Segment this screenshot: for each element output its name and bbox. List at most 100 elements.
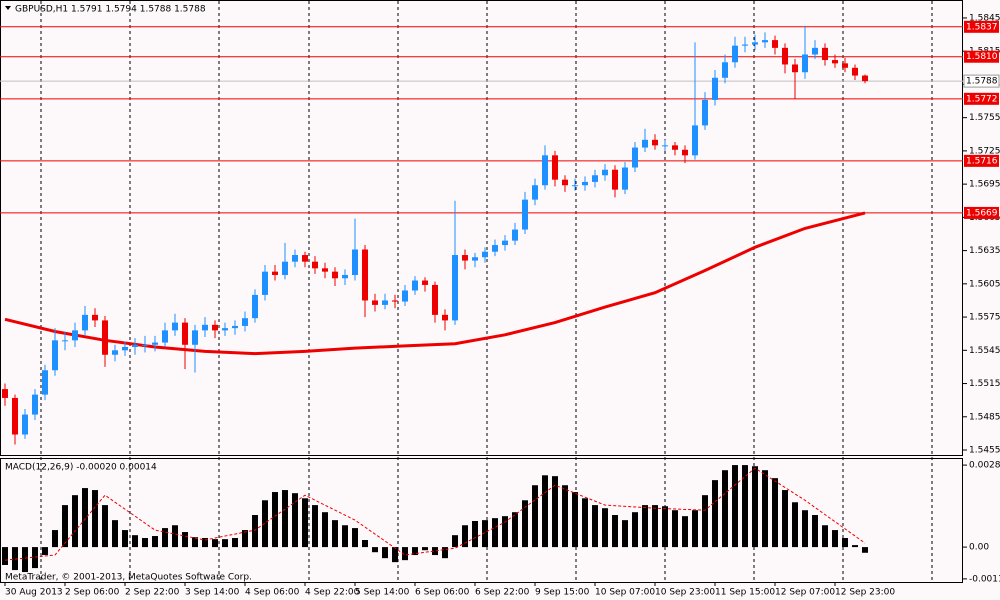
candle-body	[172, 322, 178, 331]
y-tick-label: 1.5455	[969, 446, 1000, 456]
candle-body	[552, 155, 558, 180]
candle-body	[42, 370, 48, 395]
y-tick-label: 1.5485	[969, 412, 1000, 422]
candle-body	[352, 249, 358, 275]
macd-bar	[562, 485, 568, 548]
macd-bar	[22, 547, 28, 573]
macd-bar	[622, 520, 628, 548]
candle-body	[62, 340, 68, 342]
candle-body	[2, 389, 8, 398]
candle-body	[592, 175, 598, 182]
candle-body	[282, 261, 288, 275]
candle-body	[622, 167, 628, 190]
y-tick-label: 1.5605	[969, 279, 1000, 289]
x-tick-label: 4 Sep 22:00	[305, 588, 360, 598]
macd-bar	[122, 530, 128, 548]
macd-bar	[542, 475, 548, 548]
candle-body	[82, 314, 88, 331]
level-label-box	[964, 50, 999, 63]
macd-bar	[352, 528, 358, 548]
candle-body	[742, 44, 748, 46]
level-label-box	[964, 154, 999, 167]
macd-bar	[472, 520, 478, 548]
macd-bar	[72, 495, 78, 548]
candle-body	[312, 261, 318, 269]
macd-panel-frame	[0, 458, 963, 583]
bid-label: 1.5788	[966, 77, 998, 87]
macd-bar	[172, 525, 178, 548]
macd-bar	[852, 545, 858, 548]
candle-body	[132, 344, 138, 347]
y-tick-label: 1.5575	[969, 313, 1000, 323]
candle-body	[562, 179, 568, 186]
macd-bar	[342, 525, 348, 548]
candle-body	[12, 397, 18, 435]
macd-bar	[512, 512, 518, 548]
macd-bar	[372, 547, 378, 553]
candle-body	[192, 330, 198, 345]
y-tick-label: 1.5545	[969, 346, 1000, 356]
macd-bar	[762, 470, 768, 548]
candle-body	[162, 330, 168, 343]
candle-body	[512, 229, 518, 241]
macd-bar	[82, 488, 88, 548]
candle-body	[122, 346, 128, 351]
macd-bar	[32, 547, 38, 569]
macd-bar	[242, 530, 248, 548]
macd-bar	[142, 538, 148, 548]
menu-arrow	[5, 6, 11, 10]
macd-bar	[772, 478, 778, 548]
candle-body	[532, 185, 538, 200]
macd-bar	[862, 547, 868, 553]
candle-body	[722, 62, 728, 78]
candle-body	[802, 54, 808, 73]
candle-body	[632, 147, 638, 168]
macd-bar	[322, 512, 328, 548]
macd-y-tick-label: -0.00112	[969, 574, 1000, 584]
macd-bar	[362, 540, 368, 548]
macd-bar	[202, 538, 208, 548]
candle-body	[342, 274, 348, 279]
price-panel-frame	[0, 0, 963, 456]
x-tick-label: 6 Sep 22:00	[475, 588, 530, 598]
candle-body	[402, 290, 408, 302]
macd-bar	[262, 500, 268, 548]
macd-bar	[52, 530, 58, 548]
candle-body	[332, 271, 338, 279]
macd-bar	[2, 547, 8, 565]
level-label: 1.5669	[966, 208, 998, 218]
candle-body	[642, 139, 648, 148]
candle-body	[502, 240, 508, 246]
candle-body	[272, 271, 278, 275]
candle-body	[762, 40, 768, 43]
candle-body	[222, 328, 228, 331]
macd-bar	[482, 520, 488, 548]
macd-bar	[422, 547, 428, 551]
candle-body	[752, 42, 758, 45]
level-label: 1.5837	[966, 22, 998, 32]
macd-bar	[532, 485, 538, 548]
macd-bar	[452, 535, 458, 548]
macd-bar	[212, 539, 218, 548]
level-label-box	[964, 92, 999, 105]
candle-body	[292, 255, 298, 262]
macd-bar	[182, 532, 188, 548]
candle-body	[772, 40, 778, 48]
candle-body	[682, 149, 688, 156]
candle-body	[262, 271, 268, 295]
macd-bar	[582, 498, 588, 548]
x-tick-label: 10 Sep 23:00	[655, 588, 715, 598]
macd-bar	[162, 528, 168, 548]
bid-label-box	[963, 74, 1000, 88]
macd-bar	[382, 547, 388, 559]
macd-bar	[62, 505, 68, 548]
macd-bar	[662, 506, 668, 548]
candle-body	[662, 145, 668, 147]
candle-body	[462, 255, 468, 261]
copyright: MetaTrader, © 2001-2013, MetaQuotes Soft…	[5, 573, 252, 583]
macd-y-tick-label: 0.00289	[969, 461, 1000, 471]
candle-body	[202, 324, 208, 331]
candle-body	[422, 280, 428, 285]
